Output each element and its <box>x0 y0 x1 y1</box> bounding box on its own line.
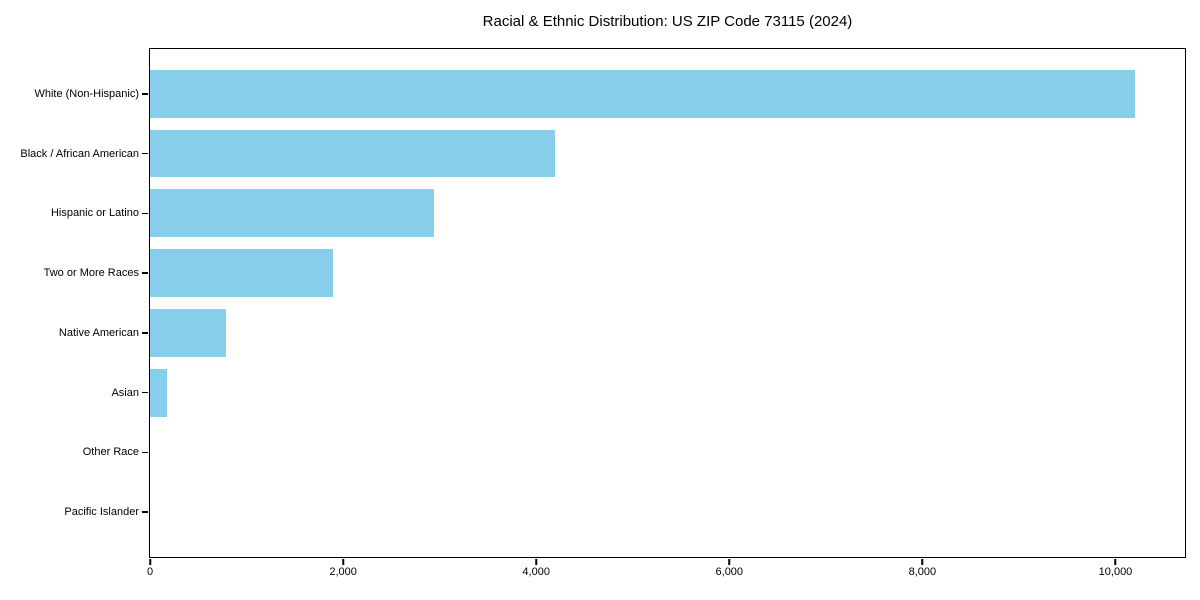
x-tick-label-8000: 8,000 <box>908 566 937 578</box>
x-tick-label-10000: 10,000 <box>1098 566 1133 578</box>
y-tick-label-white-non-hispanic: White (Non-Hispanic) <box>34 87 139 100</box>
y-tick-label-pacific-islander: Pacific Islander <box>64 506 139 519</box>
y-axis-tick-other-race <box>142 451 148 454</box>
y-tick-label-black-african-american: Black / African American <box>20 147 139 160</box>
y-tick-label-asian: Asian <box>111 386 139 399</box>
x-tick-label-4000: 4,000 <box>522 566 550 578</box>
x-axis-tick-2000 <box>342 559 344 565</box>
bar-black-african-american <box>150 129 555 178</box>
bar-native-american <box>150 308 227 357</box>
bar-white-non-hispanic <box>150 69 1135 118</box>
x-axis-tick-6000 <box>728 559 731 565</box>
y-tick-label-other-race: Other Race <box>82 446 139 459</box>
bar-hispanic-or-latino <box>150 189 434 238</box>
y-axis-tick-hispanic-or-latino <box>142 212 148 215</box>
x-tick-label-2000: 2,000 <box>329 566 357 578</box>
bar-two-or-more-races <box>150 249 334 297</box>
y-axis-tick-two-or-more-races <box>142 272 148 274</box>
x-axis-tick-10000 <box>1114 559 1117 565</box>
plot-area: White (Non-Hispanic) Black / African Amer… <box>20 48 1186 578</box>
y-tick-label-hispanic-or-latino: Hispanic or Latino <box>50 207 139 220</box>
chart-title: Racial & Ethnic Distribution: US ZIP Cod… <box>482 13 853 30</box>
x-axis-tick-0 <box>149 559 151 565</box>
x-axis-tick-8000 <box>921 559 924 565</box>
y-axis-tick-native-american <box>142 332 148 334</box>
y-axis-tick-pacific-islander <box>142 511 148 513</box>
y-tick-label-two-or-more-races: Two or More Races <box>43 267 139 280</box>
x-tick-label-0: 0 <box>146 566 154 578</box>
y-axis-tick-white-non-hispanic <box>142 93 148 95</box>
y-axis-tick-asian <box>142 391 148 394</box>
y-tick-label-native-american: Native American <box>58 326 139 339</box>
x-tick-label-6000: 6,000 <box>715 566 744 578</box>
x-axis-tick-4000 <box>535 559 537 565</box>
y-axis-tick-black-african-american <box>142 152 148 155</box>
bar-asian <box>150 368 168 417</box>
